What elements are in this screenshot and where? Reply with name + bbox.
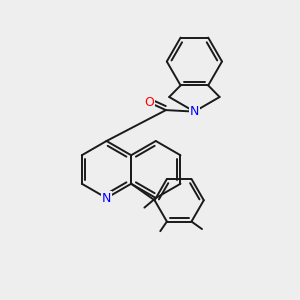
Text: N: N [102,191,111,205]
Text: O: O [145,96,154,109]
Text: N: N [190,105,199,118]
